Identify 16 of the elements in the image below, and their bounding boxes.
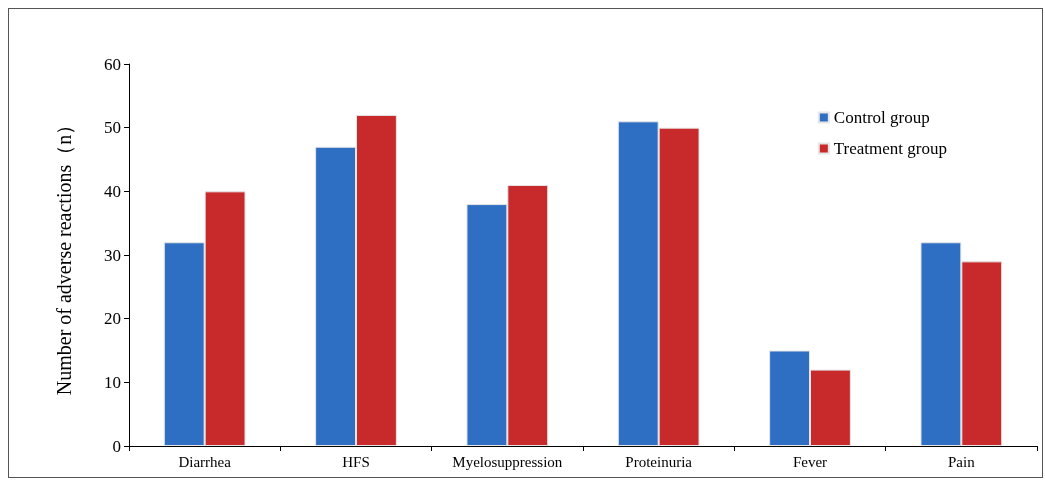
y-tick-label: 10 [104, 372, 121, 392]
x-tick-label: Myelosuppression [452, 453, 563, 470]
y-tick-label: 20 [104, 309, 121, 329]
y-tick-label: 0 [112, 436, 121, 456]
x-tick-label: Diarrhea [178, 453, 232, 470]
y-tick-label: 50 [104, 118, 121, 138]
legend-label: Control group [833, 108, 930, 127]
legend-label: Treatment group [833, 139, 948, 158]
y-tick-label: 60 [104, 54, 121, 74]
y-axis-title: Number of adverse reactions（n） [53, 114, 75, 396]
y-tick-label: 30 [104, 245, 121, 265]
x-tick-label: Proteinuria [625, 453, 693, 470]
x-tick-label: Pain [948, 453, 976, 470]
x-tick-label: HFS [342, 453, 370, 470]
y-tick-label: 40 [104, 181, 121, 201]
x-tick-label: Fever [792, 453, 828, 470]
